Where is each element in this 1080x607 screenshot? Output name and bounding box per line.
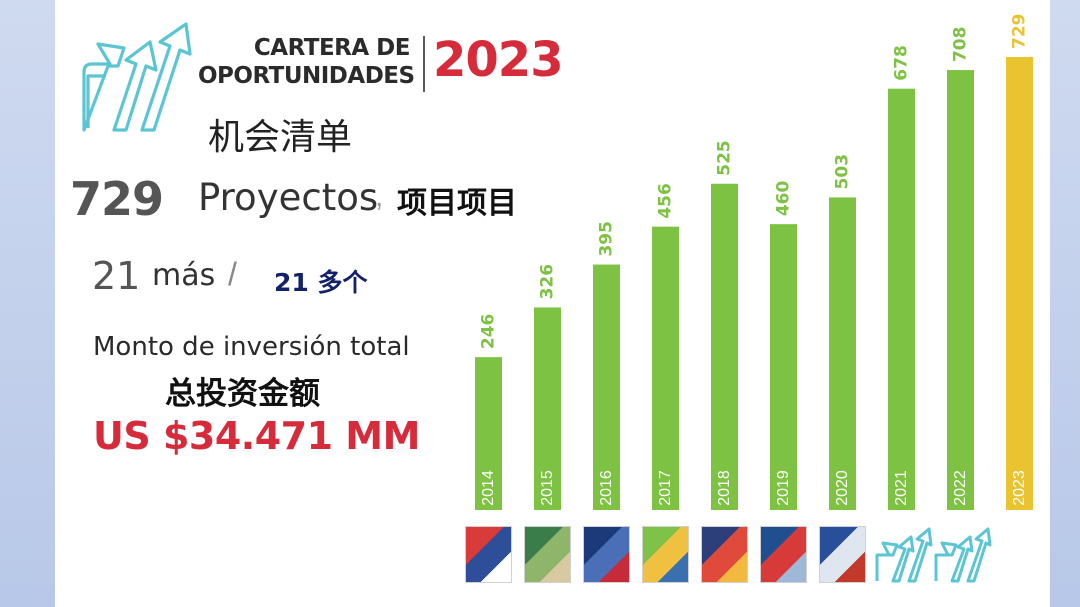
bar-2020	[829, 197, 856, 510]
data-label-2021: 678	[892, 45, 912, 81]
catalog-cover-2018	[702, 527, 747, 582]
catalog-cover-2014	[466, 527, 511, 582]
tick-label-2014: 2014	[480, 470, 497, 506]
bar-2017	[652, 226, 679, 510]
tick-label-2018: 2018	[716, 470, 733, 506]
projects-count: 729	[70, 172, 164, 226]
bar-2015	[534, 307, 561, 510]
catalog-cover-2019	[761, 527, 806, 582]
tick-label-2016: 2016	[598, 470, 615, 506]
bar-2021	[888, 88, 915, 511]
data-label-2023: 729	[1010, 14, 1030, 50]
bar-2019	[770, 224, 797, 510]
tick-label-2021: 2021	[893, 470, 910, 506]
investment-amount: US $34.471 MM	[93, 414, 420, 458]
bar-2018	[711, 183, 738, 510]
bar-2016	[593, 264, 620, 510]
data-label-2020: 503	[833, 154, 853, 190]
catalog-cover-2016	[584, 527, 629, 582]
bar-2014	[475, 357, 502, 510]
bar-2023	[1006, 57, 1033, 510]
projects-chinese-label: 项目项目	[397, 186, 517, 221]
brand-line-1: CARTERA DE	[253, 35, 411, 61]
data-label-2022: 708	[951, 27, 971, 63]
brand-title: CARTERA DE OPORTUNIDADES	[198, 34, 415, 90]
catalog-cover-2015	[525, 527, 570, 582]
brand-year: 2023	[433, 32, 564, 88]
more-slash: /	[228, 256, 237, 292]
more-chinese-label: 21 多个	[274, 268, 368, 297]
data-label-2017: 456	[656, 183, 676, 219]
bar-2022	[947, 70, 974, 511]
more-count: 21	[92, 254, 141, 298]
data-label-2014: 246	[479, 314, 499, 350]
investment-chinese-label: 总投资金额	[165, 376, 320, 412]
thumbnail-2022-arrows-logo-icon	[932, 527, 994, 583]
data-label-2018: 525	[715, 140, 735, 176]
tick-label-2023: 2023	[1011, 470, 1028, 506]
more-label: más	[152, 258, 216, 293]
chinese-title: 机会清单	[208, 117, 353, 158]
tick-label-2022: 2022	[952, 470, 969, 506]
data-label-2015: 326	[538, 264, 558, 300]
projects-label: Proyectos	[198, 176, 379, 219]
projects-separator: ,	[375, 180, 384, 213]
tick-label-2015: 2015	[539, 470, 556, 506]
tick-label-2017: 2017	[657, 470, 674, 506]
thumbnail-2021-arrows-logo-icon	[873, 527, 935, 583]
brand-line-2: OPORTUNIDADES	[198, 63, 415, 89]
catalog-cover-2017	[643, 527, 688, 582]
catalog-cover-2020	[820, 527, 865, 582]
tick-label-2020: 2020	[834, 470, 851, 506]
brand-divider	[423, 36, 425, 92]
data-label-2016: 395	[597, 221, 617, 257]
tick-label-2019: 2019	[775, 470, 792, 506]
arrows-logo-icon	[82, 22, 192, 132]
investment-label: Monto de inversión total	[93, 332, 410, 362]
data-label-2019: 460	[774, 180, 794, 216]
